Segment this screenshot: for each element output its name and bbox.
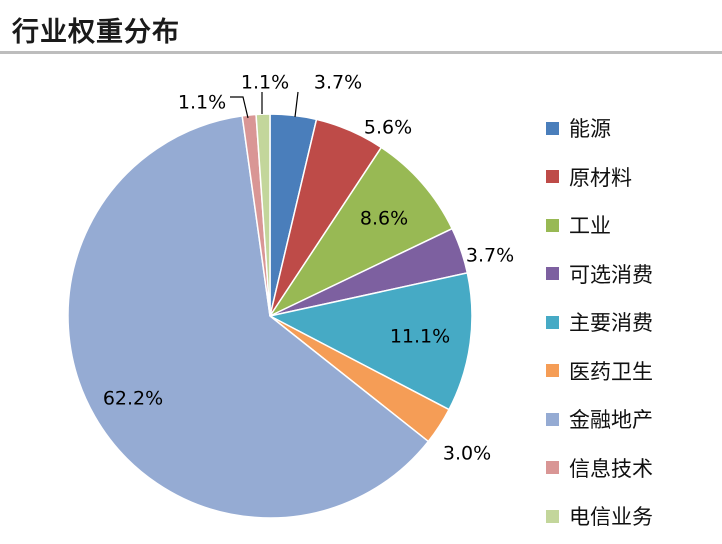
- legend-item: 可选消费: [546, 250, 653, 299]
- data-label-9: 1.1%: [241, 72, 289, 94]
- data-label-5: 11.1%: [390, 326, 450, 348]
- legend-item: 信息技术: [546, 444, 653, 493]
- legend-swatch: [546, 412, 559, 426]
- legend-item: 能源: [546, 104, 653, 153]
- chart-legend: 能源原材料工业可选消费主要消费医药卫生金融地产信息技术电信业务: [546, 104, 653, 541]
- legend-label: 金融地产: [569, 408, 653, 433]
- data-label-8: 1.1%: [178, 92, 226, 114]
- data-label-3: 8.6%: [360, 208, 408, 230]
- legend-swatch: [546, 218, 559, 232]
- legend-item: 主要消费: [546, 298, 653, 347]
- legend-label: 电信业务: [569, 505, 653, 530]
- pie-slice-7: [67, 115, 430, 519]
- legend-label: 主要消费: [569, 311, 653, 336]
- legend-swatch: [546, 121, 559, 135]
- legend-label: 可选消费: [569, 262, 653, 287]
- pie-slice-5: [267, 272, 473, 411]
- legend-swatch: [546, 461, 559, 475]
- data-label-6: 3.0%: [443, 443, 491, 465]
- leader-line-8: [230, 96, 249, 119]
- data-label-4: 3.7%: [466, 245, 514, 267]
- leader-line-1: [294, 91, 299, 118]
- legend-label: 原材料: [569, 165, 632, 190]
- data-label-1: 3.7%: [314, 72, 362, 94]
- legend-item: 电信业务: [546, 492, 653, 541]
- legend-item: 金融地产: [546, 395, 653, 444]
- legend-label: 信息技术: [569, 456, 653, 481]
- pie-slice-9: [255, 113, 271, 317]
- title-divider: [0, 51, 722, 54]
- data-label-2: 5.6%: [364, 117, 412, 139]
- legend-label: 能源: [569, 117, 611, 142]
- legend-swatch: [546, 315, 559, 329]
- data-label-7: 62.2%: [103, 388, 163, 410]
- legend-swatch: [546, 364, 559, 378]
- legend-item: 工业: [546, 201, 653, 250]
- legend-item: 医药卫生: [546, 347, 653, 396]
- legend-label: 医药卫生: [569, 359, 653, 384]
- pie-slice-3: [267, 146, 454, 318]
- chart-title: 行业权重分布: [12, 17, 180, 48]
- legend-item: 原材料: [546, 153, 653, 202]
- legend-label: 工业: [569, 214, 611, 239]
- legend-swatch: [546, 509, 559, 523]
- legend-swatch: [546, 267, 559, 281]
- legend-swatch: [546, 170, 559, 184]
